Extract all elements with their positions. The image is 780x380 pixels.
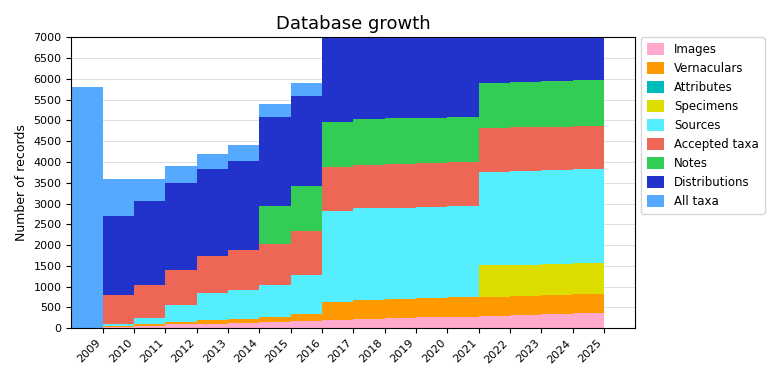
Title: Database growth: Database growth <box>276 15 431 33</box>
Legend: Images, Vernaculars, Attributes, Specimens, Sources, Accepted taxa, Notes, Distr: Images, Vernaculars, Attributes, Specime… <box>641 37 764 214</box>
Y-axis label: Number of records: Number of records <box>15 124 28 241</box>
